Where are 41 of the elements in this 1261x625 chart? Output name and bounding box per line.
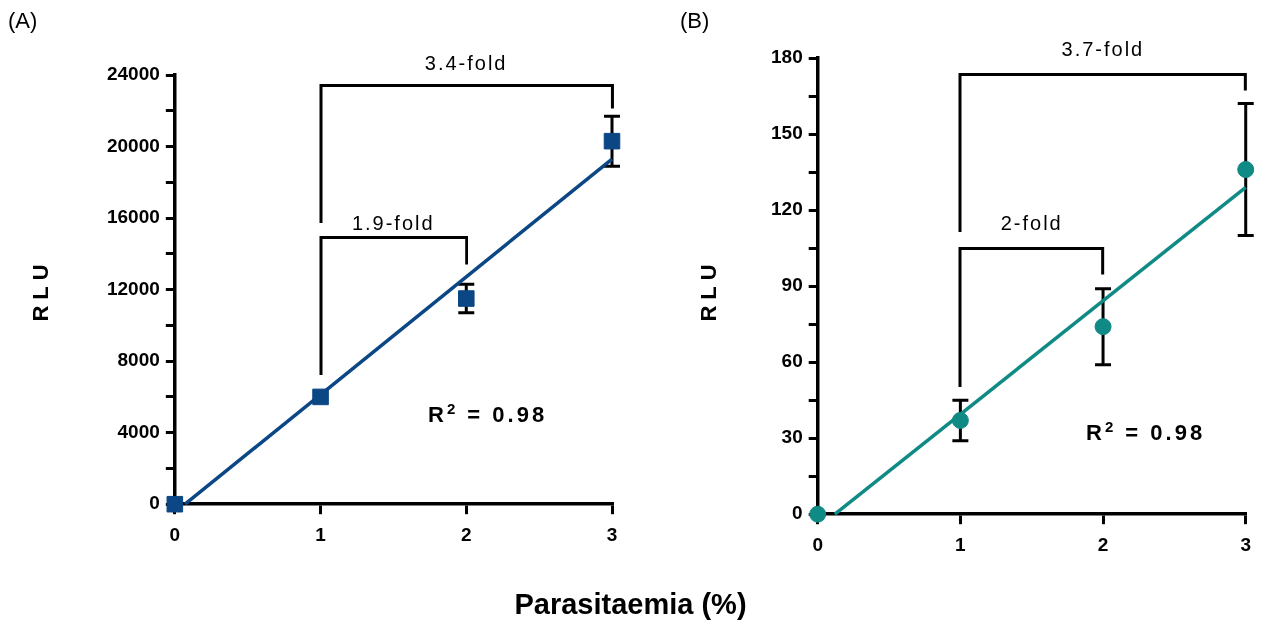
y-axis-title: RLU bbox=[695, 258, 722, 322]
y-tick-label: 120 bbox=[771, 198, 803, 220]
x-tick-label: 0 bbox=[169, 523, 181, 545]
y-tick-label: 4000 bbox=[117, 420, 160, 442]
x-tick-label: 3 bbox=[606, 523, 618, 545]
point bbox=[603, 132, 621, 150]
x-tick-label: 2 bbox=[1097, 533, 1109, 555]
point bbox=[951, 411, 969, 429]
annotation: 2-fold bbox=[1000, 212, 1063, 235]
annotation: R$^{2}$ = 0.98 bbox=[1086, 418, 1206, 447]
y-tick-label: 12000 bbox=[106, 277, 160, 299]
point bbox=[312, 388, 329, 406]
x-tick-label: 1 bbox=[315, 523, 327, 545]
y-tick-label: 8000 bbox=[117, 349, 160, 371]
y-tick-label: 0 bbox=[149, 492, 160, 514]
point bbox=[809, 505, 827, 523]
y-tick-label: 20000 bbox=[106, 134, 160, 156]
y-tick-label: 16000 bbox=[106, 206, 160, 228]
x-tick-label: 2 bbox=[460, 523, 472, 545]
point bbox=[166, 495, 184, 513]
x-axis-title: Parasitaemia (%) bbox=[513, 588, 748, 621]
x-tick-label: 0 bbox=[812, 533, 823, 555]
y-tick-label: 180 bbox=[771, 46, 803, 68]
point bbox=[458, 290, 475, 307]
y-tick-label: 150 bbox=[771, 122, 803, 144]
x-tick-label: 3 bbox=[1240, 533, 1252, 555]
y-tick-label: 0 bbox=[792, 502, 803, 524]
text: (A) bbox=[8, 8, 38, 34]
annotation: 1.9-fold bbox=[351, 212, 435, 235]
y-tick-label: 30 bbox=[781, 426, 803, 448]
x-tick-label: 1 bbox=[955, 533, 967, 555]
y-tick-label: 24000 bbox=[106, 63, 160, 85]
annotation: R$^{2}$ = 0.98 bbox=[428, 400, 548, 429]
annotation: 3.7-fold bbox=[1061, 38, 1145, 61]
text: (B) bbox=[680, 8, 710, 34]
point bbox=[1094, 318, 1112, 336]
y-tick-label: 60 bbox=[781, 350, 803, 372]
text: 3.4-fold bbox=[424, 52, 508, 75]
y-tick-label: 90 bbox=[781, 274, 803, 296]
point bbox=[1237, 161, 1255, 179]
y-axis-title: RLU bbox=[27, 258, 54, 322]
